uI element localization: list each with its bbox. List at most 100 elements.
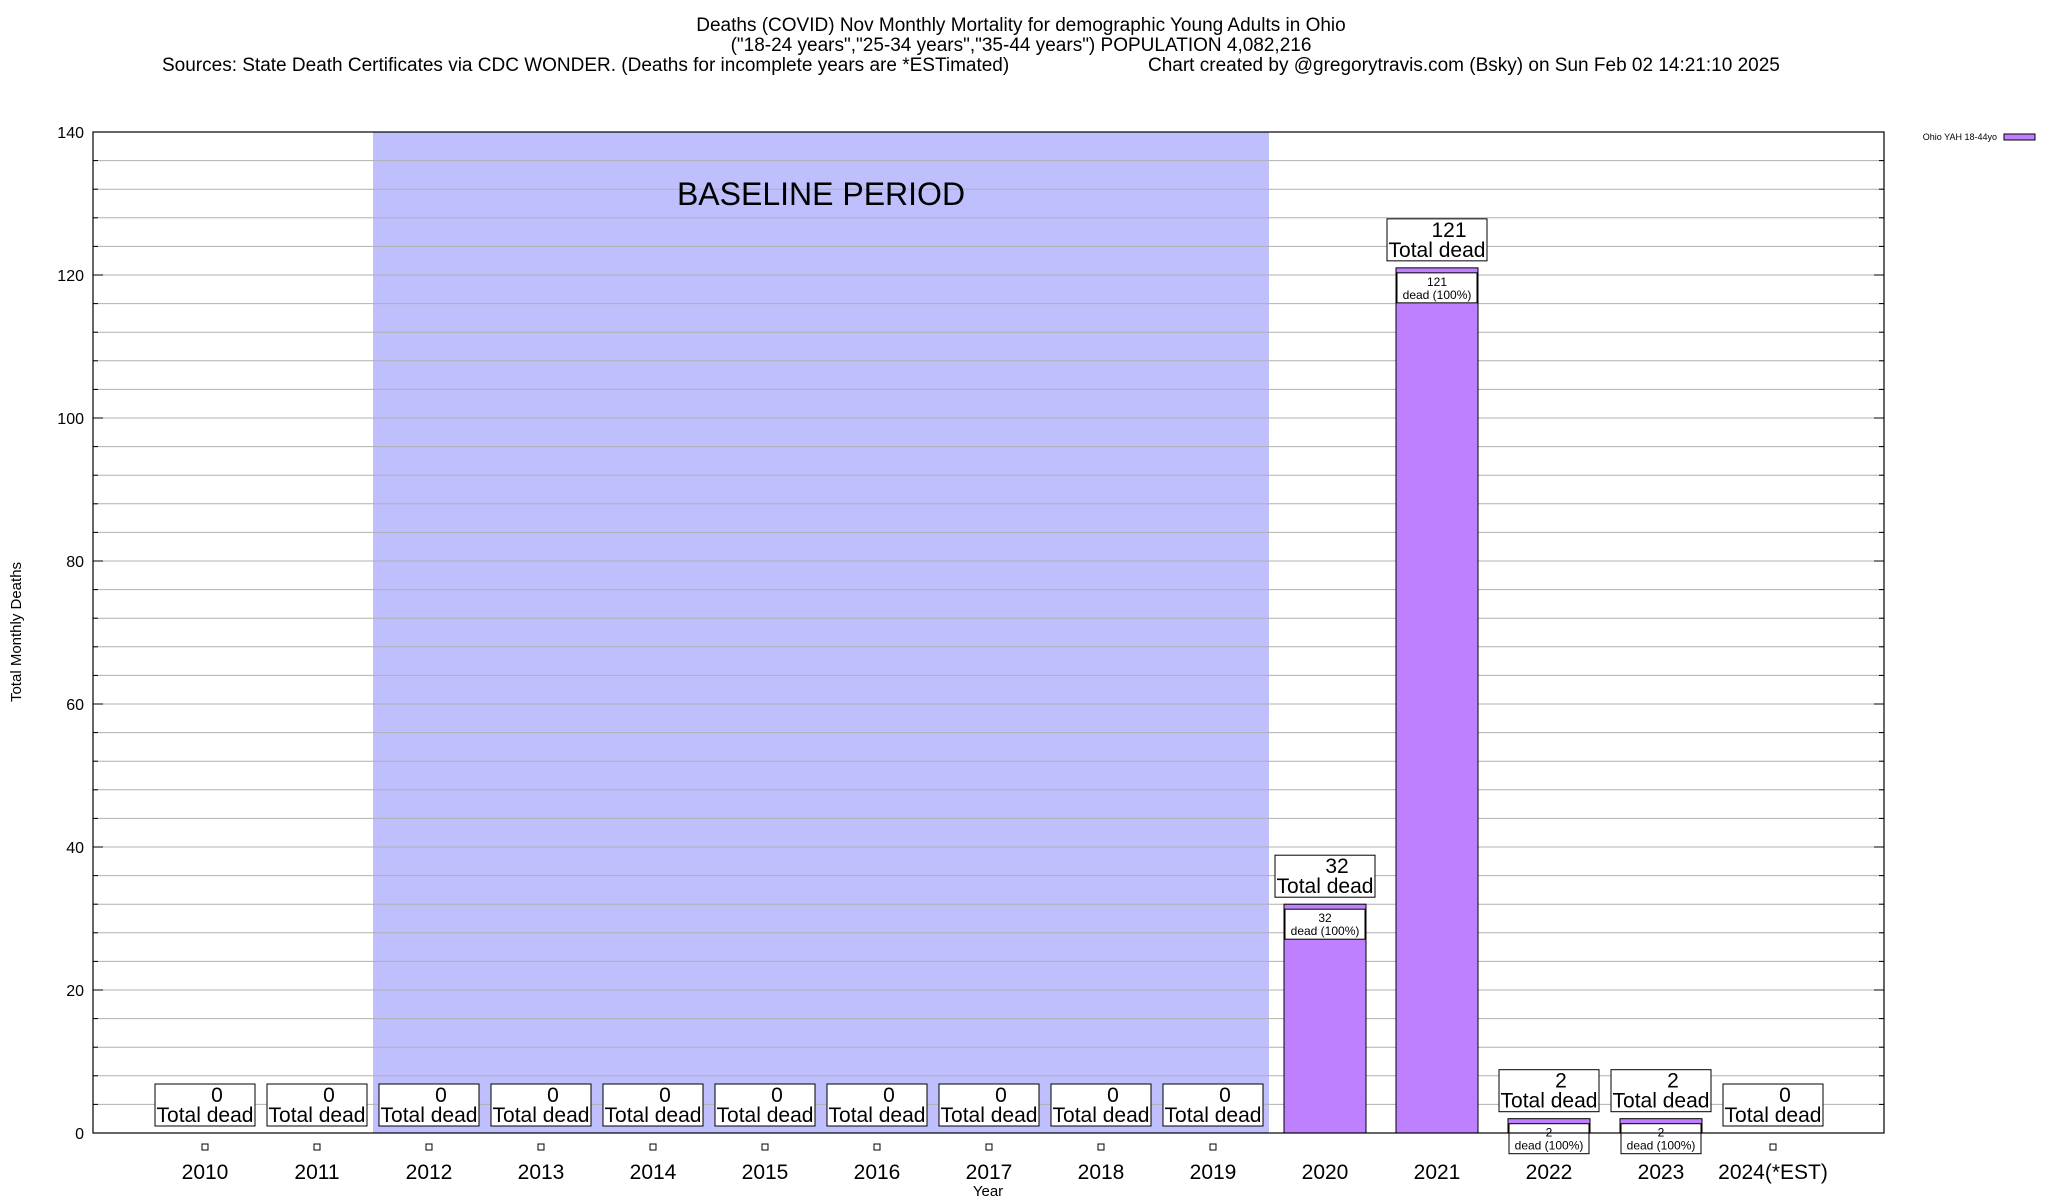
legend-swatch: [2003, 133, 2036, 141]
x-tick-label: 2013: [518, 1161, 565, 1184]
y-tick-label: 100: [57, 411, 84, 428]
x-tick-label: 2024(*EST): [1718, 1161, 1828, 1184]
total-label-value: 121: [1431, 219, 1466, 242]
total-label-value: 0: [1107, 1084, 1119, 1107]
bar: [1283, 903, 1367, 1134]
inner-label-value: 121: [1427, 275, 1447, 289]
x-tick-label: 2020: [1302, 1161, 1349, 1184]
total-label-value: 0: [1219, 1084, 1231, 1107]
inner-label-value: 32: [1318, 911, 1332, 925]
x-tick-label: 2023: [1638, 1161, 1685, 1184]
x-tick-label: 2012: [406, 1161, 453, 1184]
total-label-text: Total dead: [1277, 875, 1374, 898]
y-tick-label: 60: [66, 697, 84, 714]
total-label-text: Total dead: [157, 1104, 254, 1127]
total-label-value: 0: [435, 1084, 447, 1107]
total-label-text: Total dead: [269, 1104, 366, 1127]
total-label-text: Total dead: [1389, 239, 1486, 262]
total-label-box: [1386, 218, 1488, 262]
chart-title: Deaths (COVID) Nov Monthly Mortality for…: [696, 15, 1345, 36]
total-label-value: 2: [1667, 1070, 1679, 1093]
x-tick-label: 2017: [966, 1161, 1013, 1184]
x-tick-label: 2016: [854, 1161, 901, 1184]
total-label-box: [826, 1083, 928, 1127]
total-label-box: [938, 1083, 1040, 1127]
total-label-text: Total dead: [829, 1104, 926, 1127]
y-tick-label: 120: [57, 268, 84, 285]
x-tick-label: 2022: [1526, 1161, 1573, 1184]
zero-marker: [873, 1143, 881, 1151]
total-label-box: [1050, 1083, 1152, 1127]
baseline-period-band: [373, 132, 1269, 1133]
zero-marker: [1097, 1143, 1105, 1151]
zero-marker: [1769, 1143, 1777, 1151]
x-tick-label: 2010: [182, 1161, 229, 1184]
chart-sources: Sources: State Death Certificates via CD…: [162, 55, 1009, 76]
total-label-text: Total dead: [381, 1104, 478, 1127]
inner-label-text: dead (100%): [1291, 924, 1360, 938]
total-label-box: [378, 1083, 480, 1127]
plot-frame: [92, 131, 1885, 1134]
total-label-box: [1162, 1083, 1264, 1127]
total-label-box: [490, 1083, 592, 1127]
inner-label-text: dead (100%): [1627, 1139, 1696, 1153]
total-label-box: [1274, 854, 1376, 898]
total-label-value: 32: [1325, 855, 1348, 878]
baseline-period-label: BASELINE PERIOD: [677, 176, 965, 212]
inner-label-box: [1508, 1123, 1590, 1155]
zero-marker: [1209, 1143, 1217, 1151]
total-label-text: Total dead: [1501, 1090, 1598, 1113]
y-tick-label: 40: [66, 840, 84, 857]
total-label-text: Total dead: [493, 1104, 590, 1127]
y-tick-label: 80: [66, 554, 84, 571]
x-tick-label: 2014: [630, 1161, 677, 1184]
total-label-text: Total dead: [1725, 1104, 1822, 1127]
total-label-box: [602, 1083, 704, 1127]
bar: [1395, 267, 1479, 1134]
legend-label: Ohio YAH 18-44yo: [1923, 132, 1997, 142]
zero-marker: [537, 1143, 545, 1151]
total-label-box: [266, 1083, 368, 1127]
total-label-text: Total dead: [717, 1104, 814, 1127]
total-label-value: 0: [547, 1084, 559, 1107]
total-label-value: 0: [883, 1084, 895, 1107]
total-label-text: Total dead: [605, 1104, 702, 1127]
total-label-value: 2: [1555, 1070, 1567, 1093]
x-tick-label: 2018: [1078, 1161, 1125, 1184]
x-axis-label: Year: [973, 1183, 1003, 1200]
total-label-value: 0: [211, 1084, 223, 1107]
total-label-value: 0: [323, 1084, 335, 1107]
x-tick-label: 2015: [742, 1161, 789, 1184]
total-label-value: 0: [1779, 1084, 1791, 1107]
total-label-value: 0: [659, 1084, 671, 1107]
inner-label-box: [1284, 908, 1366, 940]
total-label-box: [714, 1083, 816, 1127]
inner-label-box: [1620, 1123, 1702, 1155]
chart-subtitle: ("18-24 years","25-34 years","35-44 year…: [731, 35, 1312, 56]
inner-label-text: dead (100%): [1403, 288, 1472, 302]
zero-marker: [761, 1143, 769, 1151]
total-label-box: [1722, 1083, 1824, 1127]
total-label-box: [154, 1083, 256, 1127]
total-label-text: Total dead: [1613, 1090, 1710, 1113]
total-label-value: 0: [995, 1084, 1007, 1107]
y-axis-label: Total Monthly Deaths: [8, 562, 25, 702]
zero-marker: [985, 1143, 993, 1151]
total-label-value: 0: [771, 1084, 783, 1107]
total-label-box: [1610, 1069, 1712, 1113]
legend: Ohio YAH 18-44yo: [1923, 132, 2036, 142]
total-label-text: Total dead: [1165, 1104, 1262, 1127]
chart-credit: Chart created by @gregorytravis.com (Bsk…: [1148, 55, 1780, 76]
inner-label-text: dead (100%): [1515, 1139, 1584, 1153]
total-label-text: Total dead: [1053, 1104, 1150, 1127]
zero-marker: [425, 1143, 433, 1151]
y-tick-label: 20: [66, 983, 84, 1000]
y-tick-label: 0: [75, 1126, 84, 1143]
total-label-box: [1498, 1069, 1600, 1113]
x-tick-label: 2019: [1190, 1161, 1237, 1184]
inner-label-box: [1396, 272, 1478, 304]
x-tick-label: 2011: [294, 1161, 339, 1184]
y-tick-label: 140: [57, 125, 84, 142]
